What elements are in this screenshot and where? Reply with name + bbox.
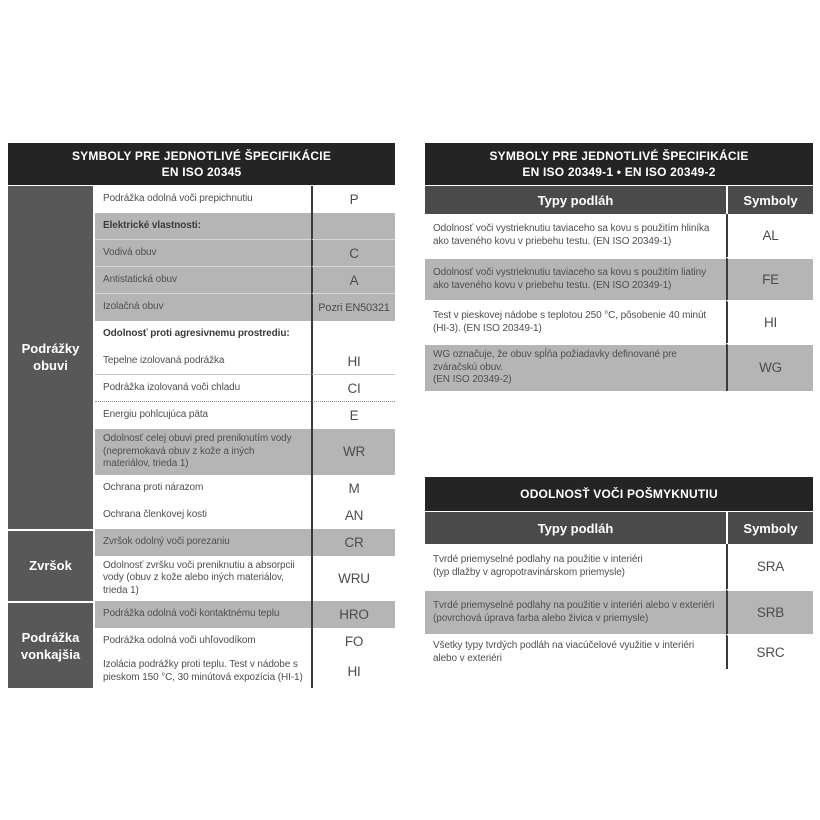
spec-desc: Podrážka odolná voči kontaktnému teplu xyxy=(95,601,311,628)
group-cell-podrazky-obuvi: Podrážky obuvi xyxy=(8,186,95,529)
slip-table-title: ODOLNOSŤ VOČI POŠMYKNUTIU xyxy=(425,477,813,511)
table-20349-title-line1: SYMBOLY PRE JEDNOTLIVÉ ŠPECIFIKÁCIE xyxy=(489,149,749,163)
spec-symbol: CR xyxy=(311,528,395,556)
spec-symbol: AN xyxy=(311,501,395,529)
table-20349-body: Typy podláh Symboly Odolnosť voči vystri… xyxy=(425,186,813,391)
spec-symbol: E xyxy=(311,402,395,429)
floor-type-symbol: SRC xyxy=(726,634,813,669)
spec-symbol: HRO xyxy=(311,601,395,628)
spec-symbol: P xyxy=(311,186,395,213)
floor-type-symbol: AL xyxy=(726,214,813,257)
table-20345-title-line2: EN ISO 20345 xyxy=(161,165,242,179)
spec-desc: Podrážka odolná voči uhľovodíkom xyxy=(103,635,256,647)
spec-symbol: FO xyxy=(311,628,395,655)
table-en-iso-20345: SYMBOLY PRE JEDNOTLIVÉ ŠPECIFIKÁCIE EN I… xyxy=(8,143,395,688)
spec-symbol: WRU xyxy=(311,555,395,601)
floor-type-symbol: FE xyxy=(726,257,813,300)
spec-symbol: Pozri EN50321 xyxy=(311,294,395,321)
spec-desc: Podrážka odolná voči prepichnutiu xyxy=(103,193,253,205)
spec-desc: Podrážka izolovaná voči chladu xyxy=(95,375,311,402)
column-header-symboly: Symboly xyxy=(726,186,813,214)
spec-symbol: WR xyxy=(311,429,395,475)
spec-symbol: HI xyxy=(311,348,395,375)
floor-type-desc: WG označuje, že obuv spĺňa požiadavky de… xyxy=(425,343,726,391)
floor-type-desc: Tvrdé priemyselné podlahy na použitie v … xyxy=(433,554,643,578)
column-header-typy-podlah: Typy podláh xyxy=(425,512,726,544)
table-en-iso-20349: SYMBOLY PRE JEDNOTLIVÉ ŠPECIFIKÁCIE EN I… xyxy=(425,143,813,391)
floor-type-desc: Odolnosť voči vystrieknutiu taviaceho sa… xyxy=(425,257,726,300)
column-header-typy-podlah: Typy podláh xyxy=(425,186,726,214)
table-20345-title-line1: SYMBOLY PRE JEDNOTLIVÉ ŠPECIFIKÁCIE xyxy=(71,149,332,163)
slip-table-body: Typy podláh Symboly Tvrdé priemyselné po… xyxy=(425,512,813,669)
floor-type-desc: Test v pieskovej nádobe s teplotou 250 °… xyxy=(425,300,726,343)
spec-desc: Izolácia podrážky proti teplu. Test v ná… xyxy=(103,659,303,683)
spec-desc: Energiu pohlcujúca päta xyxy=(103,409,209,421)
table-20349-title-line2: EN ISO 20349-1 • EN ISO 20349-2 xyxy=(522,165,716,179)
spec-desc: Izolačná obuv xyxy=(95,294,311,321)
table-20345-body: Podrážky obuvi Podrážka odolná voči prep… xyxy=(8,186,395,688)
spec-desc: Ochrana členkovej kosti xyxy=(103,508,207,520)
spec-symbol: C xyxy=(311,240,395,267)
column-header-symboly: Symboly xyxy=(726,512,813,544)
spec-desc: Odolnosť celej obuvi pred preniknutím vo… xyxy=(95,429,311,475)
spec-symbol xyxy=(311,321,395,348)
spec-desc: Ochrana proti nárazom xyxy=(103,481,204,493)
floor-type-symbol: SRA xyxy=(726,544,813,589)
spec-desc: Odolnosť zvršku voči preniknutiu a absor… xyxy=(103,559,295,596)
spec-desc: Vodivá obuv xyxy=(95,240,311,267)
floor-type-symbol: WG xyxy=(726,343,813,391)
spec-symbol: HI xyxy=(311,655,395,688)
spec-symbol: M xyxy=(311,474,395,502)
spec-symbol: CI xyxy=(311,375,395,402)
spec-desc: Elektrické vlastnosti: xyxy=(95,213,311,240)
floor-type-desc: Všetky typy tvrdých podláh na viacúčelov… xyxy=(425,634,726,669)
spec-symbol: A xyxy=(311,267,395,294)
floor-type-desc: Odolnosť voči vystrieknutiu taviaceho sa… xyxy=(433,223,710,247)
table-slip-resistance: ODOLNOSŤ VOČI POŠMYKNUTIU Typy podláh Sy… xyxy=(425,477,813,669)
table-20349-title: SYMBOLY PRE JEDNOTLIVÉ ŠPECIFIKÁCIE EN I… xyxy=(425,143,813,185)
table-20345-title: SYMBOLY PRE JEDNOTLIVÉ ŠPECIFIKÁCIE EN I… xyxy=(8,143,395,185)
floor-type-symbol: SRB xyxy=(726,589,813,634)
floor-type-desc: Tvrdé priemyselné podlahy na použitie v … xyxy=(425,589,726,634)
spec-desc: Zvršok odolný voči porezaniu xyxy=(95,528,311,556)
spec-desc: Antistatická obuv xyxy=(95,267,311,294)
floor-type-symbol: HI xyxy=(726,300,813,343)
spec-desc: Odolnosť proti agresivnemu prostrediu: xyxy=(103,328,290,340)
group-cell-zvrsok: Zvršok xyxy=(8,528,95,601)
spec-desc: Tepelne izolovaná podrážka xyxy=(95,348,311,375)
spec-symbol xyxy=(311,213,395,240)
group-cell-podrazka-vonkajsia: Podrážka vonkajšia xyxy=(8,601,95,688)
